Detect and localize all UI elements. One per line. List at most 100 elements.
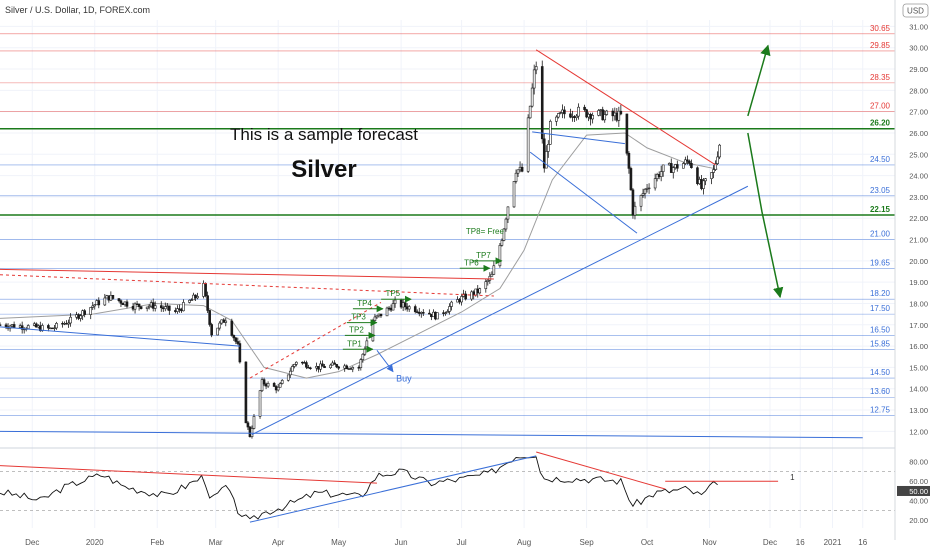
candle-body <box>627 152 631 169</box>
candle-body <box>51 327 54 330</box>
candle-body <box>168 305 171 311</box>
tp-label: TP5 <box>385 289 400 298</box>
candle-body <box>220 319 224 324</box>
candle-body <box>718 144 721 158</box>
candle-body <box>675 164 679 169</box>
level-label: 23.05 <box>870 186 891 195</box>
candle-body <box>95 300 99 306</box>
candle-body <box>234 337 238 342</box>
level-label: 15.85 <box>870 339 891 348</box>
level-label: 16.50 <box>870 325 891 334</box>
candle-body <box>125 301 129 307</box>
tp-label: TP7 <box>476 251 491 260</box>
candle-body <box>417 311 421 314</box>
candle-body <box>272 383 276 387</box>
forecast-arrows-layer <box>376 44 784 373</box>
candle-body <box>702 180 705 189</box>
candle-body <box>20 325 24 330</box>
trendline <box>0 268 494 280</box>
candle-body <box>123 301 127 306</box>
moving-average-line <box>0 132 718 379</box>
price-tick-label: 18.00 <box>909 299 928 308</box>
candle-body <box>53 327 56 330</box>
trendline <box>251 185 749 435</box>
candle-body <box>36 325 40 328</box>
price-tick-label: 15.00 <box>909 363 928 372</box>
price-tick-label: 22.00 <box>909 214 928 223</box>
candle-body <box>286 374 290 381</box>
candle-body <box>488 275 492 281</box>
date-tick-label: Apr <box>272 538 285 547</box>
candle-body <box>26 325 30 329</box>
candle-body <box>135 303 139 305</box>
trendline <box>529 151 638 234</box>
candle-body <box>629 168 633 191</box>
candle-body <box>686 159 689 162</box>
candle-body <box>12 324 16 328</box>
candle-body <box>492 265 496 275</box>
candle-body <box>557 113 560 118</box>
candle-body <box>232 335 236 339</box>
candle-body <box>625 113 629 154</box>
candle-body <box>561 109 564 113</box>
forecast-text: This is a sample forecast <box>230 125 418 144</box>
candle-body <box>151 302 155 309</box>
price-tick-label: 14.00 <box>909 385 928 394</box>
oscillator-end-label: 1 <box>790 473 795 482</box>
candle-body <box>633 205 637 216</box>
candle-body <box>188 299 191 303</box>
candle-body <box>83 310 86 315</box>
candle-body <box>290 366 294 372</box>
candle-body <box>32 323 36 326</box>
oscillator-line <box>0 456 718 520</box>
candle-body <box>274 386 278 391</box>
candle-body <box>444 312 447 314</box>
candle-body <box>405 306 409 310</box>
candle-body <box>145 306 149 309</box>
date-tick-label: May <box>331 538 346 547</box>
candle-body <box>512 181 516 208</box>
candle-body <box>458 299 461 303</box>
candle-body <box>393 299 397 304</box>
candle-body <box>619 110 623 115</box>
level-label: 17.50 <box>870 304 891 313</box>
candle-body <box>351 367 355 370</box>
candle-body <box>93 304 97 307</box>
level-label: 13.60 <box>870 387 891 396</box>
level-label: 26.20 <box>870 119 891 128</box>
tp-label: TP1 <box>347 339 362 348</box>
candle-body <box>714 163 717 170</box>
candle-body <box>645 187 649 190</box>
candle-body <box>111 295 115 299</box>
date-tick-label: Jun <box>395 538 408 547</box>
candle-body <box>79 315 82 319</box>
candle-body <box>163 306 167 310</box>
candle-body <box>323 366 326 369</box>
candle-body <box>643 188 647 194</box>
candle-body <box>34 323 38 328</box>
candle-body <box>295 361 298 365</box>
candle-body <box>337 366 340 369</box>
candle-body <box>47 325 50 329</box>
candle-body <box>419 312 423 314</box>
oscillator-value-text: 50.00 <box>909 487 928 496</box>
candle-body <box>208 310 211 325</box>
candle-body <box>399 299 403 308</box>
candle-body <box>430 313 433 318</box>
level-label: 14.50 <box>870 368 891 377</box>
currency-badge[interactable]: USD <box>902 3 929 18</box>
candle-body <box>49 327 52 330</box>
candle-body <box>530 87 534 107</box>
candle-body <box>601 109 605 121</box>
date-tick-label: Mar <box>209 538 223 547</box>
candle-body <box>389 307 393 311</box>
candle-body <box>131 306 135 310</box>
candle-body <box>571 116 574 118</box>
candle-body <box>139 306 143 309</box>
candle-body <box>700 179 703 189</box>
candle-body <box>544 151 548 169</box>
candle-body <box>252 416 256 429</box>
candle-body <box>218 322 222 329</box>
